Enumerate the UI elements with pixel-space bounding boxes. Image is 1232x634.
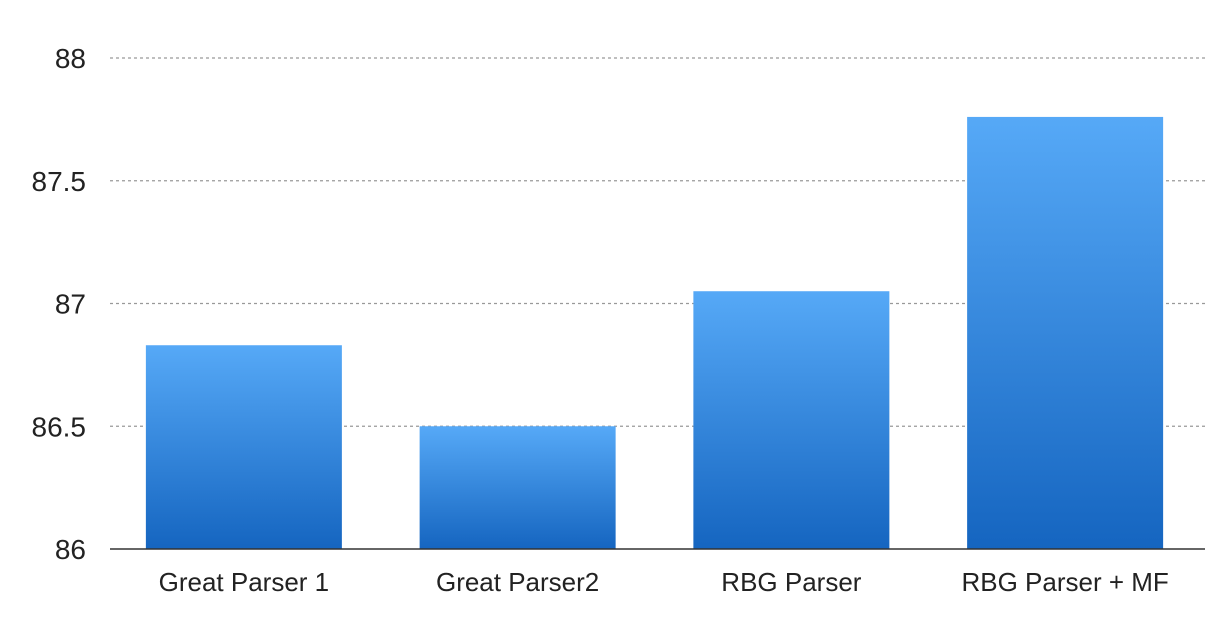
y-axis-tick-labels: 86 86.5 87 87.5 88: [32, 43, 87, 565]
y-tick-label: 88: [55, 43, 86, 74]
bar: [419, 426, 616, 549]
y-tick-label: 86: [55, 534, 86, 565]
bar: [693, 291, 890, 549]
x-category-label: Great Parser2: [436, 567, 599, 597]
y-tick-label: 87.5: [32, 166, 87, 197]
x-category-label: RBG Parser: [721, 567, 861, 597]
x-category-label: RBG Parser + MF: [961, 567, 1168, 597]
y-tick-label: 87: [55, 289, 86, 320]
x-category-label: Great Parser 1: [159, 567, 330, 597]
bar: [967, 116, 1164, 550]
bar: [145, 345, 342, 549]
y-tick-label: 86.5: [32, 411, 87, 442]
x-axis-category-labels: Great Parser 1 Great Parser2 RBG Parser RBG…: [159, 567, 1169, 597]
bars: [145, 116, 1164, 550]
